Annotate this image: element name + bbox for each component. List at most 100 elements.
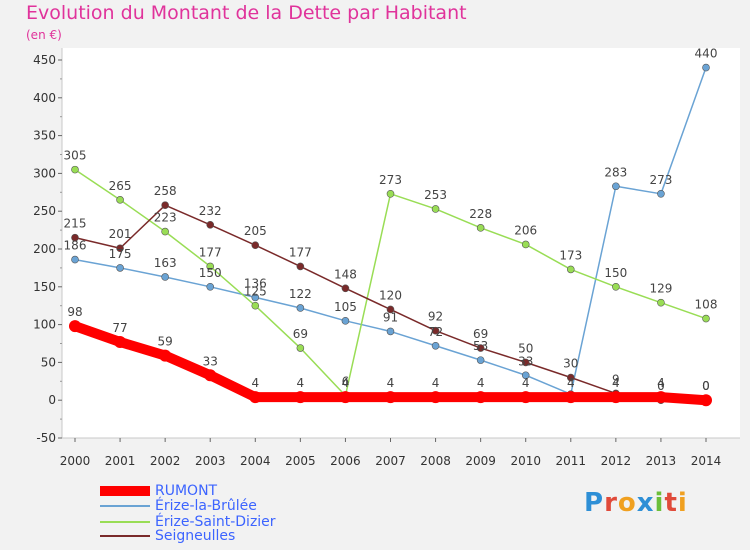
data-label-1: 175 [109,247,132,261]
data-label-3: 30 [563,357,578,371]
legend-swatch-erize-la-brulee [100,505,150,507]
legend-item-seigneulles: Seigneulles [100,528,235,544]
series-point-0 [609,391,622,404]
data-label-0: 4 [522,376,530,390]
data-label-0: 4 [612,376,620,390]
series-point-1 [431,341,440,350]
data-label-0: 4 [251,376,259,390]
data-label-3: 215 [64,217,87,231]
data-label-2: 69 [293,327,308,341]
proxiti-logo: Proxiti [584,488,688,518]
data-label-1: 273 [649,173,672,187]
x-tick-label: 2009 [465,454,496,468]
data-label-3: 258 [154,184,177,198]
x-tick-label: 2010 [510,454,541,468]
series-point-3 [161,201,169,209]
series-point-3 [431,326,440,335]
data-label-3: 148 [334,267,357,281]
data-label-3: 201 [109,227,132,241]
series-point-3 [206,221,215,229]
series-point-1 [71,255,79,264]
plot-area [62,48,740,438]
data-label-1: 91 [383,310,398,324]
series-point-3 [521,358,530,367]
series-point-0 [654,391,667,404]
series-point-3 [71,233,79,242]
series-point-3 [476,344,485,352]
data-label-0: 98 [67,305,82,319]
series-point-3 [296,262,305,271]
data-label-0: 4 [297,376,305,390]
series-point-2 [206,262,215,271]
y-tick-label: 50 [41,355,56,369]
x-tick-label: 2007 [375,454,406,468]
series-point-2 [431,205,440,213]
series-point-1 [116,264,124,272]
data-label-2: 173 [559,248,582,262]
legend-label-seigneulles: Seigneulles [155,528,236,544]
x-tick-label: 2013 [646,454,677,468]
series-point-1 [702,63,710,72]
data-label-1: 53 [473,339,488,353]
series-point-3 [341,284,350,293]
y-tick-label: 300 [33,166,56,180]
series-point-3 [251,241,260,250]
series-point-3 [566,373,575,382]
data-label-1: 122 [289,287,312,301]
series-point-0 [204,369,217,382]
data-label-0: 59 [158,335,173,349]
data-label-1: 440 [695,47,718,61]
series-point-0 [564,391,577,404]
data-label-0: 4 [342,376,350,390]
x-tick-label: 2002 [150,454,181,468]
series-point-2 [71,165,79,174]
data-label-2: 265 [109,179,132,193]
x-tick-label: 2011 [556,454,587,468]
data-label-2: 223 [154,211,177,225]
data-label-3: 92 [428,310,443,324]
series-point-2 [566,265,575,274]
data-label-3: 120 [379,288,402,302]
series-point-1 [296,304,305,312]
x-tick-label: 2006 [330,454,361,468]
series-point-2 [296,344,305,352]
data-label-3: 50 [518,341,533,355]
series-point-0 [384,391,397,404]
x-tick-label: 2001 [105,454,136,468]
series-point-1 [251,293,260,302]
data-label-0: 77 [112,321,127,335]
data-label-3: 9 [612,372,620,386]
data-label-0: 0 [702,379,710,393]
legend-item-erize-saint-dizier: Érize-Saint-Dizier [100,514,276,530]
series-point-0 [474,391,487,404]
series-point-1 [161,273,169,281]
series-point-1 [476,356,485,364]
data-label-2: 253 [424,188,447,202]
series-point-2 [521,240,530,249]
data-label-3: 0 [657,379,665,393]
data-label-0: 4 [477,376,485,390]
y-tick-label: 450 [33,53,56,67]
series-point-2 [612,282,620,291]
series-point-0 [519,391,532,404]
series-point-0 [114,335,127,348]
legend-item-rumont: RUMONT [100,483,217,499]
legend-swatch-erize-saint-dizier [100,521,150,523]
data-label-0: 4 [432,376,440,390]
data-label-2: 129 [649,282,672,296]
unit-label: (en €) [26,28,62,42]
legend-label-erize-saint-dizier: Érize-Saint-Dizier [155,514,276,530]
series-point-1 [657,190,665,198]
series-point-0 [159,349,172,362]
legend-label-erize-la-brulee: Érize-la-Brûlée [155,498,257,514]
x-tick-label: 2003 [195,454,226,468]
series-point-1 [386,327,395,336]
series-point-0 [339,391,352,404]
series-point-2 [702,314,710,323]
legend-label-rumont: RUMONT [155,483,218,499]
series-point-2 [476,224,485,232]
y-tick-label: 0 [48,393,56,407]
data-label-0: 4 [657,376,665,390]
